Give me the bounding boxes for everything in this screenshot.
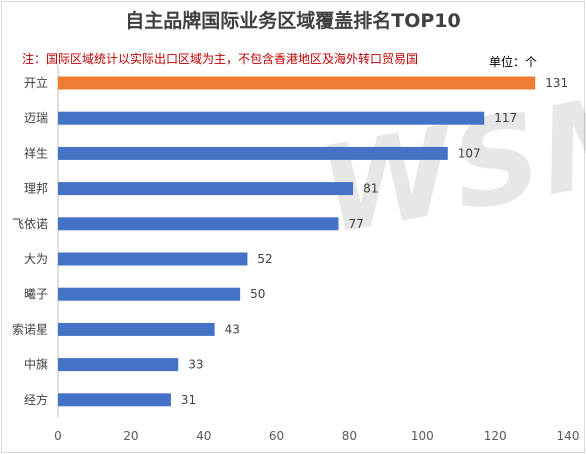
bar <box>58 111 485 125</box>
category-label: 飞依诺 <box>12 216 48 231</box>
unit-label: 单位：个 <box>489 55 538 69</box>
x-tick-label: 20 <box>123 429 138 443</box>
value-label: 81 <box>363 182 378 196</box>
value-label: 50 <box>250 287 265 301</box>
bar <box>58 322 215 336</box>
x-tick-label: 40 <box>196 429 211 443</box>
category-label: 经方 <box>24 392 48 407</box>
category-label: 曦子 <box>24 287 48 301</box>
bar <box>58 76 536 90</box>
category-label: 祥生 <box>24 146 48 160</box>
category-label: 中旗 <box>24 357 48 372</box>
x-tick-label: 80 <box>342 429 357 443</box>
bar <box>58 217 339 231</box>
category-label: 大为 <box>24 252 48 266</box>
value-label: 131 <box>545 76 568 90</box>
category-label: 开立 <box>24 75 48 90</box>
value-label: 31 <box>181 393 196 407</box>
bar <box>58 182 354 196</box>
bar <box>58 146 448 160</box>
category-label: 索诺星 <box>12 322 48 336</box>
chart-title: 自主品牌国际业务区域覆盖排名TOP10 <box>125 10 461 32</box>
x-tick-label: 0 <box>54 429 62 443</box>
category-label: 迈瑞 <box>24 111 48 125</box>
value-label: 107 <box>458 146 481 160</box>
x-tick-label: 100 <box>411 429 434 443</box>
bar <box>58 358 179 372</box>
bar <box>58 252 248 266</box>
bar <box>58 393 171 407</box>
value-label: 117 <box>494 111 517 125</box>
chart-note: 注：国际区域统计以实际出口区域为主，不包含香港地区及海外转口贸易国 <box>22 52 419 66</box>
x-tick-label: 140 <box>557 429 580 443</box>
bar <box>58 287 241 301</box>
value-label: 52 <box>257 252 272 266</box>
x-tick-label: 120 <box>484 429 507 443</box>
value-label: 43 <box>225 322 240 336</box>
category-label: 理邦 <box>24 182 48 196</box>
value-label: 33 <box>188 358 203 372</box>
value-label: 77 <box>349 217 364 231</box>
x-tick-label: 60 <box>269 429 284 443</box>
